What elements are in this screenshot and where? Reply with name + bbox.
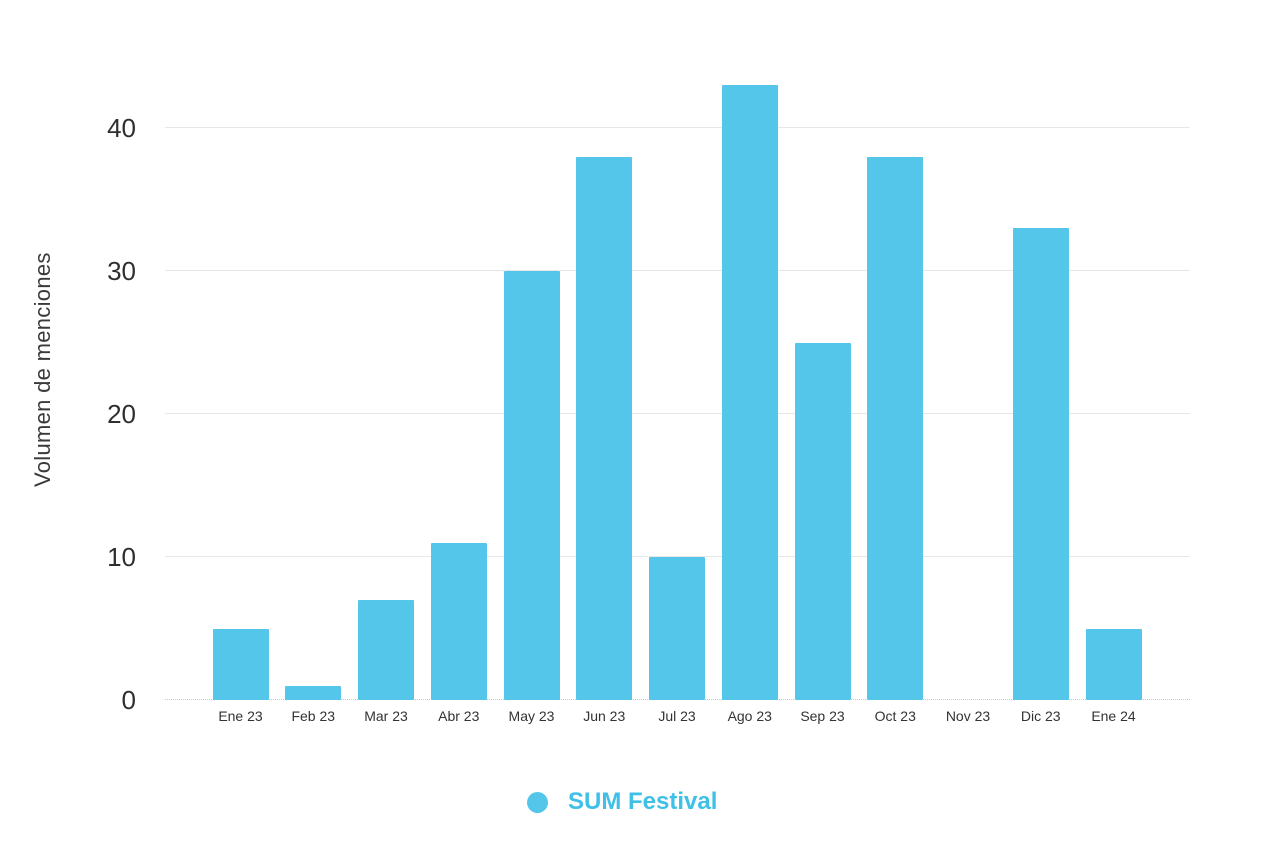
gridline-y10 (165, 556, 1190, 557)
bar-jun-23[interactable] (576, 156, 633, 700)
x-tick-label-jun-23: Jun 23 (583, 708, 626, 724)
bar-ene-23[interactable] (212, 628, 269, 700)
x-tick-label-oct-23: Oct 23 (874, 708, 916, 724)
bar-ene-24[interactable] (1085, 628, 1142, 700)
y-tick-label-0: 0 (121, 685, 136, 715)
bar-sep-23[interactable] (794, 342, 851, 700)
x-tick-label-mar-23: Mar 23 (364, 708, 408, 724)
x-tick-label-abr-23: Abr 23 (438, 708, 480, 724)
bar-ago-23[interactable] (721, 85, 778, 700)
bar-abr-23[interactable] (430, 542, 487, 700)
y-tick-label-40: 40 (107, 113, 136, 143)
y-tick-label-30: 30 (107, 256, 136, 286)
legend-marker-icon (527, 791, 548, 813)
bar-jul-23[interactable] (649, 557, 705, 700)
gridline-y20 (165, 413, 1190, 414)
bar-feb-23[interactable] (285, 685, 342, 700)
x-tick-label-dic-23: Dic 23 (1020, 708, 1061, 724)
gridline-y40 (165, 127, 1190, 128)
bar-dic-23[interactable] (1012, 228, 1069, 700)
legend-label: SUM Festival (568, 788, 718, 815)
gridline-y30 (165, 270, 1190, 271)
y-tick-label-10: 10 (107, 542, 136, 572)
bar-mar-23[interactable] (358, 599, 414, 700)
x-tick-label-jul-23: Jul 23 (658, 708, 696, 724)
y-tick-label-20: 20 (107, 399, 136, 429)
x-tick-label-may-23: May 23 (508, 708, 555, 724)
x-tick-label-feb-23: Feb 23 (291, 708, 336, 724)
x-tick-label-ago-23: Ago 23 (727, 708, 772, 724)
x-tick-label-nov-23: Nov 23 (945, 708, 991, 724)
x-tick-label-sep-23: Sep 23 (800, 708, 845, 724)
x-tick-label-ene-24: Ene 24 (1091, 708, 1136, 724)
plot-area (165, 70, 1190, 700)
bar-oct-23[interactable] (867, 156, 924, 700)
x-tick-label-ene-23: Ene 23 (218, 708, 263, 724)
bar-may-23[interactable] (503, 271, 560, 700)
y-axis-title: Volumen de menciones (30, 252, 55, 488)
legend[interactable]: SUM Festival (527, 788, 718, 815)
